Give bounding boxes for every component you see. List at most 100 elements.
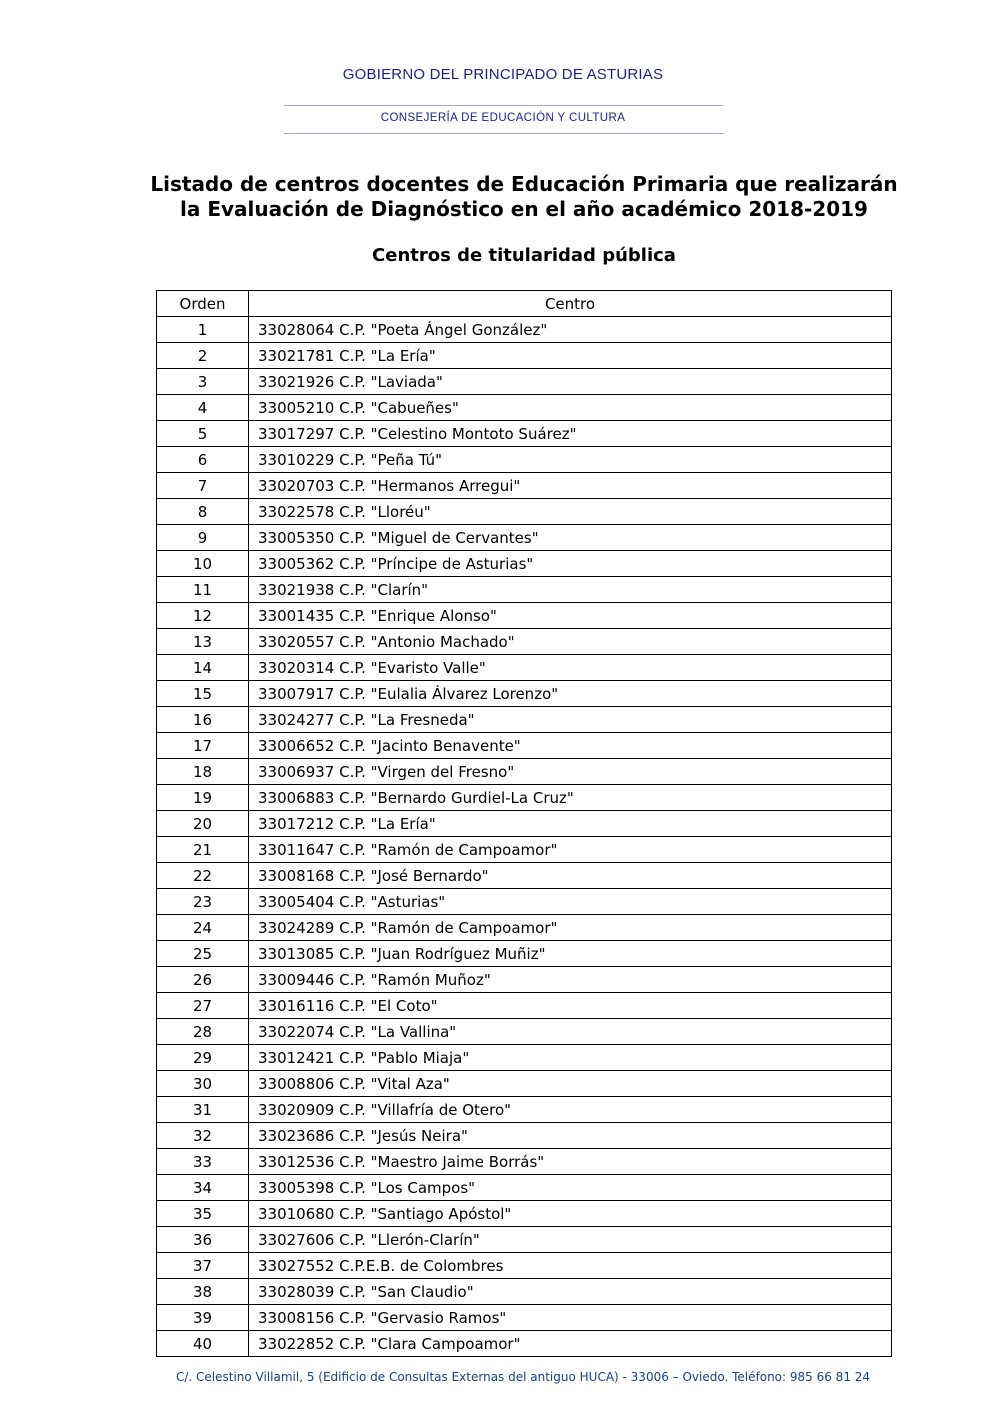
order-cell: 19 bbox=[156, 784, 249, 811]
document-title: Listado de centros docentes de Educación… bbox=[100, 172, 948, 222]
centre-cell: 33022074 C.P. "La Vallina" bbox=[248, 1018, 892, 1045]
centre-cell: 33005404 C.P. "Asturias" bbox=[248, 888, 892, 915]
table-row: 26 33009446 C.P. "Ramón Muñoz" bbox=[156, 966, 892, 993]
table-row: 17 33006652 C.P. "Jacinto Benavente" bbox=[156, 732, 892, 759]
centre-cell: 33008156 C.P. "Gervasio Ramos" bbox=[248, 1304, 892, 1331]
table-row: 7 33020703 C.P. "Hermanos Arregui" bbox=[156, 472, 892, 499]
centre-cell: 33016116 C.P. "El Coto" bbox=[248, 992, 892, 1019]
centre-cell: 33021926 C.P. "Laviada" bbox=[248, 368, 892, 395]
centre-cell: 33020909 C.P. "Villafría de Otero" bbox=[248, 1096, 892, 1123]
order-cell: 32 bbox=[156, 1122, 249, 1149]
order-cell: 22 bbox=[156, 862, 249, 889]
order-cell: 17 bbox=[156, 732, 249, 759]
centre-cell: 33008168 C.P. "José Bernardo" bbox=[248, 862, 892, 889]
title-line: la Evaluación de Diagnóstico en el año a… bbox=[180, 197, 868, 221]
order-cell: 6 bbox=[156, 446, 249, 473]
table-row: 36 33027606 C.P. "Llerón-Clarín" bbox=[156, 1226, 892, 1253]
section-subtitle: Centros de titularidad pública bbox=[372, 245, 676, 266]
order-cell: 23 bbox=[156, 888, 249, 915]
centre-cell: 33028064 C.P. "Poeta Ángel González" bbox=[248, 316, 892, 343]
table-row: 4 33005210 C.P. "Cabueñes" bbox=[156, 394, 892, 421]
table-row: 30 33008806 C.P. "Vital Aza" bbox=[156, 1070, 892, 1097]
table-row: 37 33027552 C.P.E.B. de Colombres bbox=[156, 1252, 892, 1279]
centre-cell: 33020557 C.P. "Antonio Machado" bbox=[248, 628, 892, 655]
header-divider bbox=[284, 133, 723, 134]
centre-cell: 33007917 C.P. "Eulalia Álvarez Lorenzo" bbox=[248, 680, 892, 707]
centre-cell: 33023686 C.P. "Jesús Neira" bbox=[248, 1122, 892, 1149]
centre-cell: 33010229 C.P. "Peña Tú" bbox=[248, 446, 892, 473]
order-cell: 24 bbox=[156, 914, 249, 941]
centre-cell: 33010680 C.P. "Santiago Apóstol" bbox=[248, 1200, 892, 1227]
centre-cell: 33022852 C.P. "Clara Campoamor" bbox=[248, 1330, 892, 1357]
table-row: 22 33008168 C.P. "José Bernardo" bbox=[156, 862, 892, 889]
order-cell: 5 bbox=[156, 420, 249, 447]
title-line: Listado de centros docentes de Educación… bbox=[150, 172, 898, 196]
centre-cell: 33024289 C.P. "Ramón de Campoamor" bbox=[248, 914, 892, 941]
centre-cell: 33027552 C.P.E.B. de Colombres bbox=[248, 1252, 892, 1279]
order-cell: 31 bbox=[156, 1096, 249, 1123]
table-row: 20 33017212 C.P. "La Ería" bbox=[156, 810, 892, 837]
table-row: 1 33028064 C.P. "Poeta Ángel González" bbox=[156, 316, 892, 343]
table-row: 13 33020557 C.P. "Antonio Machado" bbox=[156, 628, 892, 655]
centre-cell: 33001435 C.P. "Enrique Alonso" bbox=[248, 602, 892, 629]
centre-cell: 33021781 C.P. "La Ería" bbox=[248, 342, 892, 369]
table-row: 3 33021926 C.P. "Laviada" bbox=[156, 368, 892, 395]
table-row: 9 33005350 C.P. "Miguel de Cervantes" bbox=[156, 524, 892, 551]
centre-cell: 33005398 C.P. "Los Campos" bbox=[248, 1174, 892, 1201]
order-cell: 37 bbox=[156, 1252, 249, 1279]
order-cell: 13 bbox=[156, 628, 249, 655]
centre-cell: 33017212 C.P. "La Ería" bbox=[248, 810, 892, 837]
table-row: 5 33017297 C.P. "Celestino Montoto Suárez… bbox=[156, 420, 892, 447]
centre-cell: 33017297 C.P. "Celestino Montoto Suárez" bbox=[248, 420, 892, 447]
centre-cell: 33021938 C.P. "Clarín" bbox=[248, 576, 892, 603]
centre-cell: 33005362 C.P. "Príncipe de Asturias" bbox=[248, 550, 892, 577]
order-cell: 38 bbox=[156, 1278, 249, 1305]
table-row: 35 33010680 C.P. "Santiago Apóstol" bbox=[156, 1200, 892, 1227]
order-cell: 33 bbox=[156, 1148, 249, 1175]
order-cell: 28 bbox=[156, 1018, 249, 1045]
order-cell: 9 bbox=[156, 524, 249, 551]
order-cell: 11 bbox=[156, 576, 249, 603]
centre-cell: 33012421 C.P. "Pablo Miaja" bbox=[248, 1044, 892, 1071]
centre-cell: 33005350 C.P. "Miguel de Cervantes" bbox=[248, 524, 892, 551]
order-cell: 2 bbox=[156, 342, 249, 369]
centre-cell: 33012536 C.P. "Maestro Jaime Borrás" bbox=[248, 1148, 892, 1175]
table-row: 8 33022578 C.P. "Lloréu" bbox=[156, 498, 892, 525]
order-cell: 21 bbox=[156, 836, 249, 863]
order-cell: 36 bbox=[156, 1226, 249, 1253]
table-row: 27 33016116 C.P. "El Coto" bbox=[156, 992, 892, 1019]
order-cell: 26 bbox=[156, 966, 249, 993]
table-row: 39 33008156 C.P. "Gervasio Ramos" bbox=[156, 1304, 892, 1331]
table-row: 6 33010229 C.P. "Peña Tú" bbox=[156, 446, 892, 473]
order-cell: 12 bbox=[156, 602, 249, 629]
order-cell: 8 bbox=[156, 498, 249, 525]
column-header-orden: Orden bbox=[156, 290, 249, 317]
schools-table: Orden Centro 1 33028064 C.P. "Poeta Ángel… bbox=[156, 290, 892, 1357]
table-row: 10 33005362 C.P. "Príncipe de Asturias" bbox=[156, 550, 892, 577]
order-cell: 30 bbox=[156, 1070, 249, 1097]
centre-cell: 33013085 C.P. "Juan Rodríguez Muñiz" bbox=[248, 940, 892, 967]
order-cell: 40 bbox=[156, 1330, 249, 1357]
table-row: 18 33006937 C.P. "Virgen del Fresno" bbox=[156, 758, 892, 785]
order-cell: 15 bbox=[156, 680, 249, 707]
order-cell: 25 bbox=[156, 940, 249, 967]
centre-cell: 33022578 C.P. "Lloréu" bbox=[248, 498, 892, 525]
table-row: 12 33001435 C.P. "Enrique Alonso" bbox=[156, 602, 892, 629]
order-cell: 14 bbox=[156, 654, 249, 681]
centre-cell: 33006937 C.P. "Virgen del Fresno" bbox=[248, 758, 892, 785]
table-row: 15 33007917 C.P. "Eulalia Álvarez Lorenzo… bbox=[156, 680, 892, 707]
centre-cell: 33008806 C.P. "Vital Aza" bbox=[248, 1070, 892, 1097]
centre-cell: 33020703 C.P. "Hermanos Arregui" bbox=[248, 472, 892, 499]
order-cell: 16 bbox=[156, 706, 249, 733]
centre-cell: 33006883 C.P. "Bernardo Gurdiel-La Cruz" bbox=[248, 784, 892, 811]
table-row: 19 33006883 C.P. "Bernardo Gurdiel-La Cru… bbox=[156, 784, 892, 811]
order-cell: 27 bbox=[156, 992, 249, 1019]
order-cell: 29 bbox=[156, 1044, 249, 1071]
order-cell: 1 bbox=[156, 316, 249, 343]
table-row: 16 33024277 C.P. "La Fresneda" bbox=[156, 706, 892, 733]
order-cell: 39 bbox=[156, 1304, 249, 1331]
table-row: 25 33013085 C.P. "Juan Rodríguez Muñiz" bbox=[156, 940, 892, 967]
table-row: 28 33022074 C.P. "La Vallina" bbox=[156, 1018, 892, 1045]
table-row: 14 33020314 C.P. "Evaristo Valle" bbox=[156, 654, 892, 681]
centre-cell: 33005210 C.P. "Cabueñes" bbox=[248, 394, 892, 421]
